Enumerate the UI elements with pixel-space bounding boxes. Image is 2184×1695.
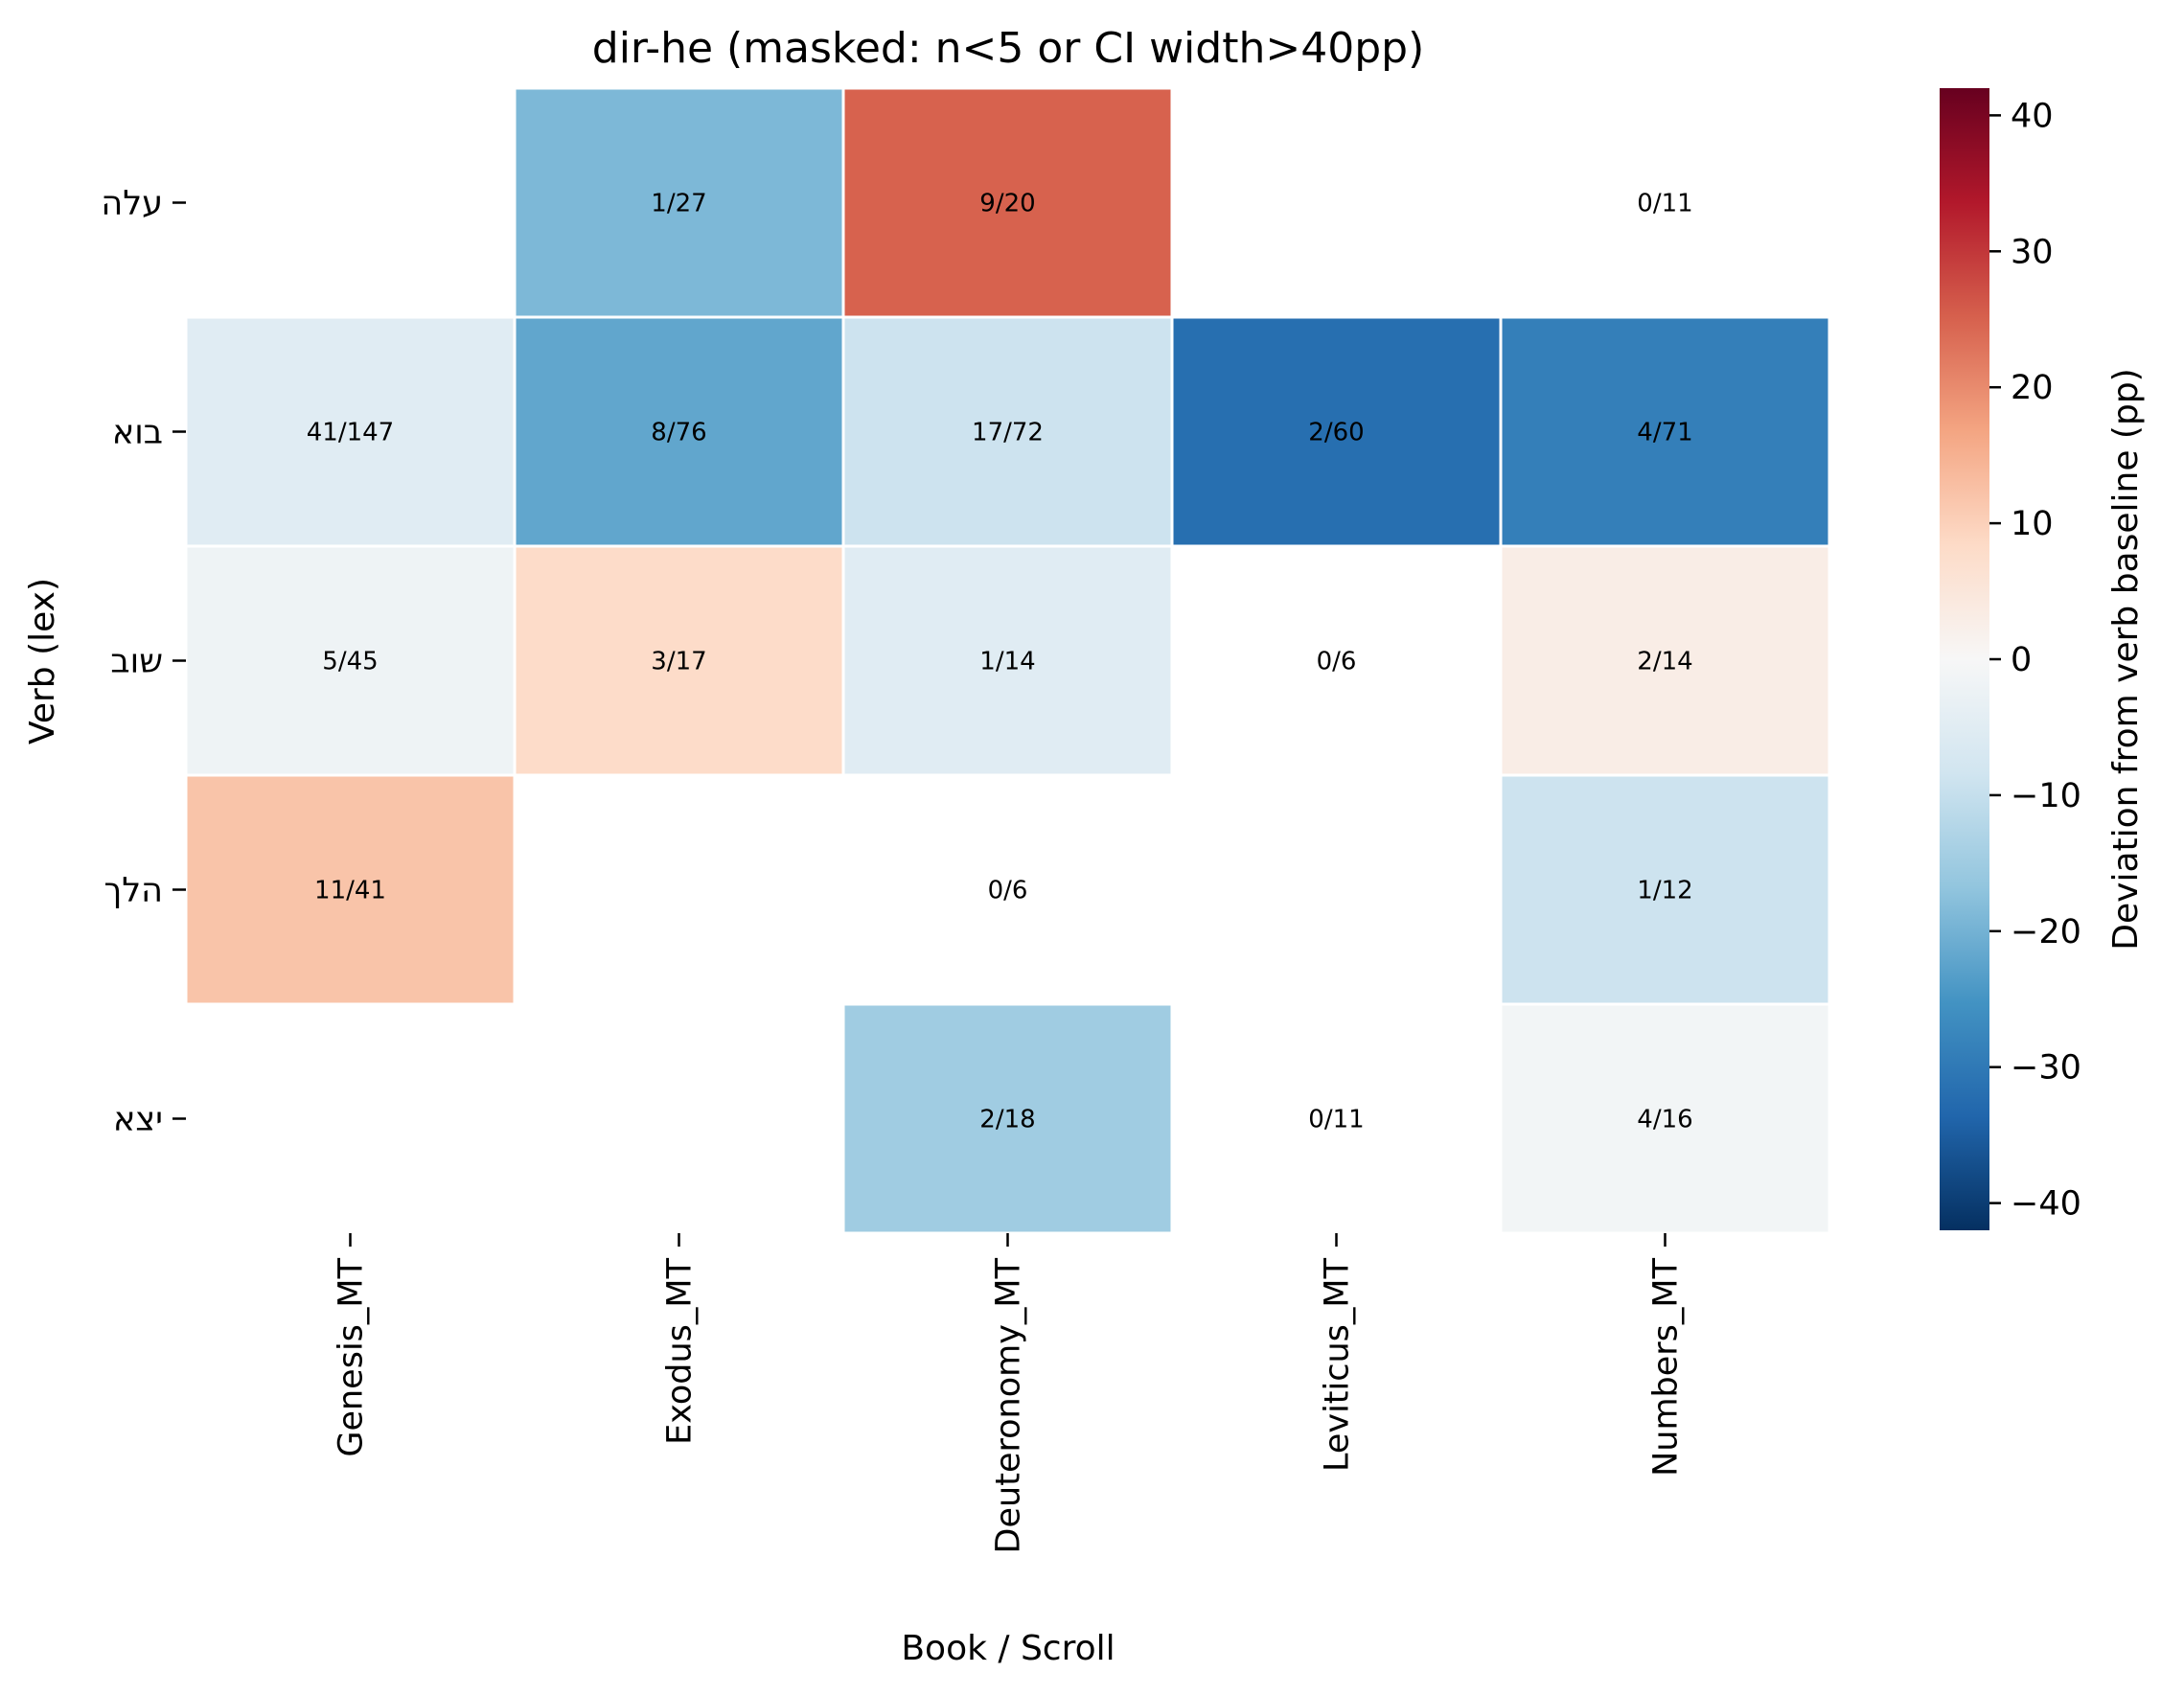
heatmap-cell-r2-c4 <box>1499 544 1831 777</box>
x-tick-label-exodus-mt: Exodus_MT <box>661 1257 700 1444</box>
colorbar-ticks: 40 30 20 10 0 −10 −20 −30 −40 <box>1989 97 2081 1224</box>
cell-label-r2-c1: 3/17 <box>651 648 706 676</box>
cell-label-r2-c0: 5/45 <box>322 648 378 676</box>
heatmap-cell-r0-c1 <box>513 86 845 319</box>
y-tick-label-0: עלה <box>101 185 163 223</box>
heatmap-cell-r2-c2 <box>841 544 1174 777</box>
cell-label-r1-c1: 8/76 <box>651 419 706 447</box>
colorbar-tick-label-6: −20 <box>2011 913 2081 951</box>
heatmap-cell-r4-c2 <box>841 1002 1174 1235</box>
cell-label-r0-c4: 0/11 <box>1637 190 1692 218</box>
y-tick-label-1: בוא <box>112 414 163 452</box>
heatmap-cell-r1-c1 <box>513 315 845 548</box>
x-axis-ticks: Genesis_MT Exodus_MT Deuteronomy_MT Levitic… <box>333 1233 1686 1553</box>
cell-label-r1-c0: 41/147 <box>307 419 394 447</box>
x-tick-label-numbers-mt: Numbers_MT <box>1647 1257 1686 1477</box>
y-axis-label: Verb (lex) <box>23 578 62 744</box>
colorbar-label: Deviation from verb baseline (pp) <box>2106 368 2146 950</box>
colorbar-tick-label-5: −10 <box>2011 777 2081 815</box>
cell-label-r0-c1: 1/27 <box>651 190 706 218</box>
colorbar-tick-label-3: 10 <box>2011 505 2054 543</box>
heatmap-cell-r3-c0 <box>184 773 517 1006</box>
heatmap-cell-r3-c4 <box>1499 773 1831 1006</box>
colorbar: 40 30 20 10 0 −10 −20 −30 −40 Deviation from ver… <box>1940 88 2146 1230</box>
cell-label-r2-c4: 2/14 <box>1637 648 1692 676</box>
colorbar-tick-label-0: 40 <box>2011 97 2054 135</box>
cell-label-r2-c2: 1/14 <box>979 648 1035 676</box>
y-axis-ticks: עלה בוא שוב הלך יצא <box>101 185 186 1139</box>
cell-label-r4-c3: 0/11 <box>1308 1106 1364 1134</box>
x-tick-label-genesis-mt: Genesis_MT <box>333 1257 371 1456</box>
y-tick-label-2: שוב <box>110 643 163 681</box>
cell-label-r1-c4: 4/71 <box>1637 419 1692 447</box>
colorbar-tick-label-7: −30 <box>2011 1049 2081 1088</box>
colorbar-tick-label-1: 30 <box>2011 233 2054 271</box>
heatmap-cells <box>184 86 1831 1235</box>
cell-label-r3-c0: 11/41 <box>314 877 386 905</box>
heatmap-cell-r1-c0 <box>184 315 517 548</box>
heatmap-cell-r1-c2 <box>841 315 1174 548</box>
heatmap-cell-r1-c3 <box>1170 315 1503 548</box>
heatmap-cell-r0-c2 <box>841 86 1174 319</box>
cell-label-r2-c3: 0/6 <box>1317 648 1357 676</box>
y-tick-label-4: יצא <box>113 1101 163 1139</box>
x-axis-label: Book / Scroll <box>901 1629 1115 1668</box>
heatmap-cell-r2-c1 <box>513 544 845 777</box>
colorbar-tick-label-8: −40 <box>2011 1185 2081 1224</box>
cell-label-r3-c2: 0/6 <box>988 877 1028 905</box>
heatmap-cell-r4-c4 <box>1499 1002 1831 1235</box>
x-tick-label-leviticus-mt: Leviticus_MT <box>1319 1257 1357 1472</box>
cell-label-r3-c4: 1/12 <box>1637 877 1692 905</box>
x-tick-label-deuteronomy-mt: Deuteronomy_MT <box>990 1257 1028 1553</box>
cell-label-r4-c2: 2/18 <box>979 1106 1035 1134</box>
heatmap-cell-labels: 1/27 9/20 0/11 41/147 8/76 17/72 2/60 4/71 5/45 3… <box>307 190 1693 1134</box>
colorbar-tick-label-2: 20 <box>2011 369 2054 407</box>
chart-title: dir-he (masked: n<5 or CI width>40pp) <box>592 24 1424 73</box>
cell-label-r4-c4: 4/16 <box>1637 1106 1692 1134</box>
colorbar-gradient <box>1940 88 1989 1230</box>
y-tick-label-3: הלך <box>103 872 163 910</box>
cell-label-r1-c2: 17/72 <box>972 419 1044 447</box>
colorbar-tick-label-4: 0 <box>2011 641 2032 679</box>
cell-label-r0-c2: 9/20 <box>979 190 1035 218</box>
cell-label-r1-c3: 2/60 <box>1308 419 1364 447</box>
